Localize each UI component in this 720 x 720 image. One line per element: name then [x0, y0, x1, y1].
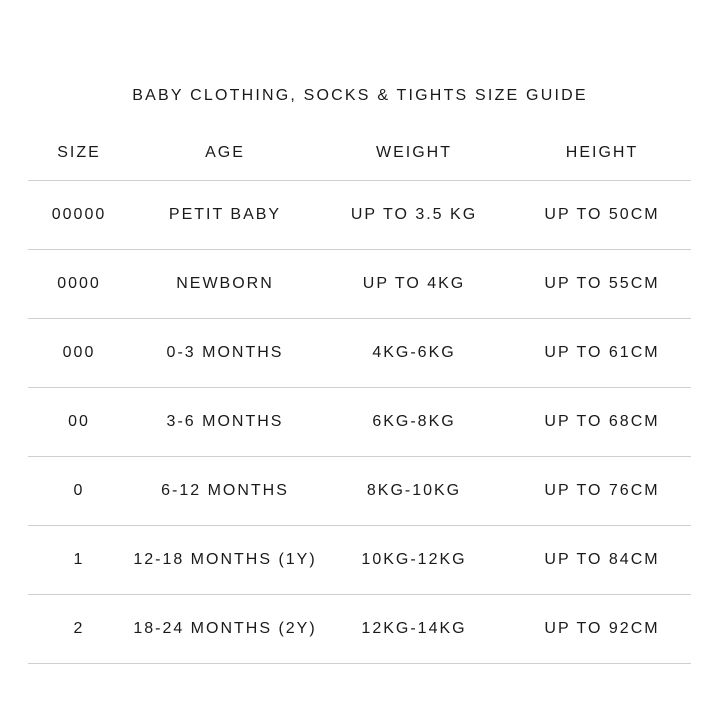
page-title: BABY CLOTHING, SOCKS & TIGHTS SIZE GUIDE	[132, 87, 588, 104]
cell-height: UP TO 68CM	[544, 412, 660, 430]
header-height: HEIGHT	[565, 143, 639, 161]
cell-size: 2	[73, 619, 85, 637]
cell-age: 18-24 MONTHS (2Y)	[133, 619, 317, 637]
cell-height: UP TO 84CM	[544, 550, 660, 568]
table-row: 0 6-12 MONTHS 8KG-10KG UP TO 76CM	[28, 456, 691, 526]
cell-age: NEWBORN	[176, 274, 274, 292]
table-header: SIZE AGE WEIGHT HEIGHT	[28, 125, 691, 181]
cell-weight: 10KG-12KG	[361, 550, 467, 568]
cell-age: 6-12 MONTHS	[161, 481, 289, 499]
cell-age: 12-18 MONTHS (1Y)	[133, 550, 317, 568]
cell-height: UP TO 50CM	[544, 205, 660, 223]
cell-size: 0000	[57, 274, 101, 292]
cell-age: PETIT BABY	[168, 205, 282, 223]
table-row: 00000 PETIT BABY UP TO 3.5 KG UP TO 50CM	[28, 180, 691, 250]
header-age: AGE	[205, 143, 245, 161]
cell-age: 3-6 MONTHS	[166, 412, 284, 430]
table-row: 000 0-3 MONTHS 4KG-6KG UP TO 61CM	[28, 318, 691, 388]
cell-size: 1	[73, 550, 85, 568]
table-row: 2 18-24 MONTHS (2Y) 12KG-14KG UP TO 92CM	[28, 594, 691, 664]
cell-size: 00	[68, 412, 90, 430]
cell-weight: 8KG-10KG	[366, 481, 462, 499]
cell-size: 00000	[51, 205, 107, 223]
table-row: 1 12-18 MONTHS (1Y) 10KG-12KG UP TO 84CM	[28, 525, 691, 595]
cell-height: UP TO 76CM	[544, 481, 660, 499]
cell-height: UP TO 55CM	[544, 274, 660, 292]
cell-size: 0	[73, 481, 85, 499]
table-row: 00 3-6 MONTHS 6KG-8KG UP TO 68CM	[28, 387, 691, 457]
cell-weight: UP TO 4KG	[362, 274, 466, 292]
cell-height: UP TO 61CM	[544, 343, 660, 361]
table-row: 0000 NEWBORN UP TO 4KG UP TO 55CM	[28, 249, 691, 319]
cell-weight: UP TO 3.5 KG	[350, 205, 478, 223]
cell-weight: 12KG-14KG	[361, 619, 467, 637]
cell-weight: 4KG-6KG	[372, 343, 456, 361]
cell-height: UP TO 92CM	[544, 619, 660, 637]
cell-age: 0-3 MONTHS	[166, 343, 284, 361]
header-size: SIZE	[57, 143, 101, 161]
header-weight: WEIGHT	[376, 143, 452, 161]
cell-size: 000	[62, 343, 96, 361]
cell-weight: 6KG-8KG	[372, 412, 456, 430]
